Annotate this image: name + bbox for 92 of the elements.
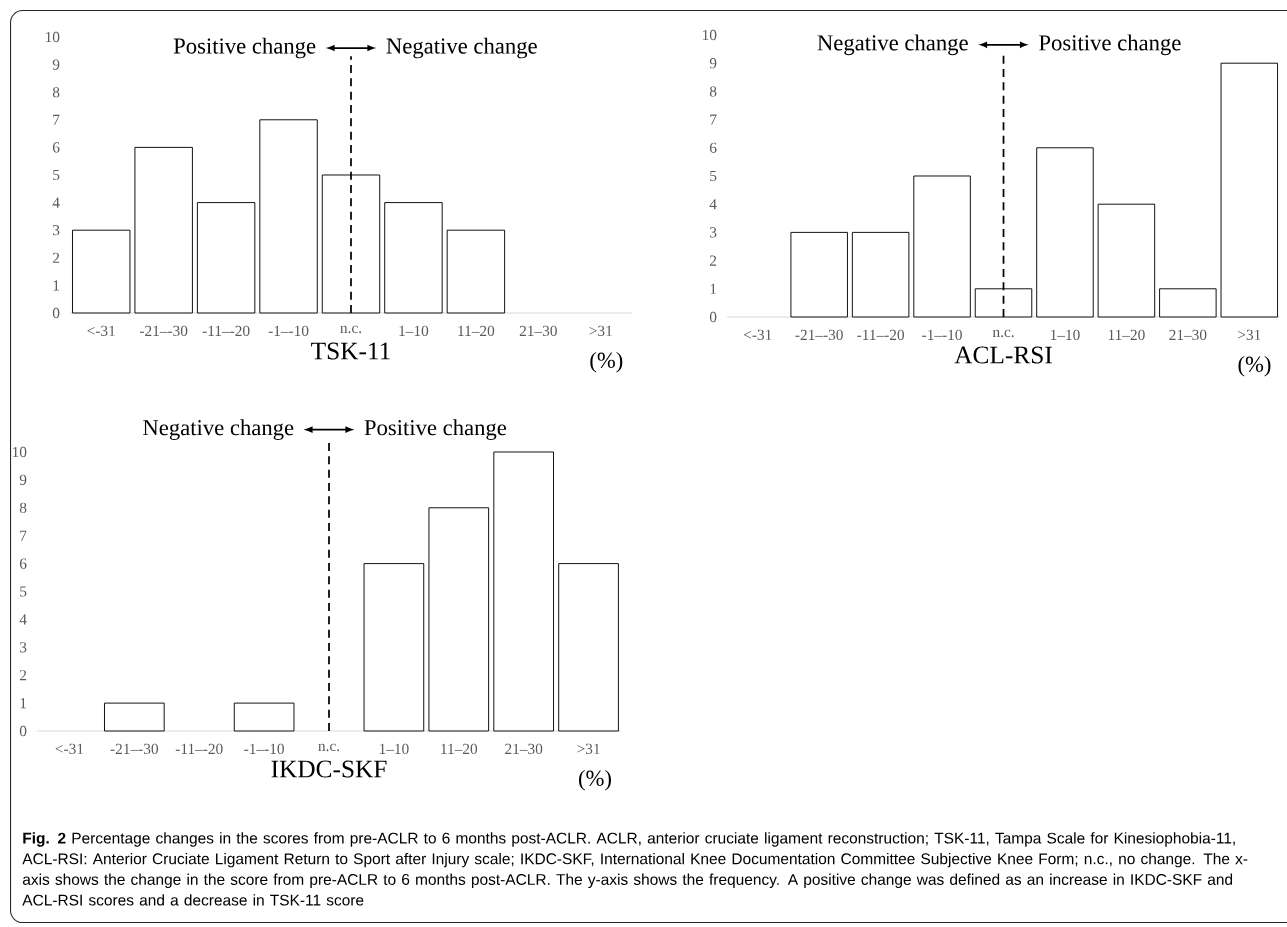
y-tick-label: 2 [52, 252, 60, 263]
x-tick-label: <-31 [55, 743, 84, 755]
bar [446, 229, 506, 314]
bar [134, 146, 193, 314]
y-tick-label: 5 [710, 170, 717, 182]
text: (%) [579, 769, 611, 791]
y-tick-label: 1 [710, 283, 717, 294]
x-axis-title: TSK-11 [311, 342, 390, 360]
bar [384, 202, 443, 314]
text: Negative change [143, 419, 294, 440]
x-tick-label: n.c. [318, 743, 340, 752]
y-tick-label: 7 [20, 530, 27, 541]
y-tick-label: 10 [12, 446, 27, 458]
x-tick-label: -1–-10 [922, 329, 962, 341]
y-tick-label: 7 [53, 114, 60, 125]
x-tick-label: n.c. [992, 329, 1014, 338]
bar [1036, 147, 1094, 318]
annotation: Negative change [817, 34, 968, 56]
x-tick-label: -1–-10 [244, 743, 284, 755]
y-tick-label: 8 [709, 86, 717, 97]
y-tick-label: 10 [702, 29, 717, 41]
y-tick-label: 5 [53, 169, 60, 181]
x-tick-label: -1–-10 [268, 325, 309, 337]
bar [104, 702, 165, 732]
x-tick-label: -21–-30 [110, 743, 159, 755]
y-tick-label: 7 [710, 114, 717, 125]
x-tick-label: 1–10 [379, 743, 409, 755]
x-tick-label: >31 [577, 743, 600, 755]
x-tick-label: 21–30 [505, 743, 543, 755]
y-tick-label: 6 [52, 142, 60, 153]
y-tick-label: 6 [19, 558, 27, 569]
y-tick-label: 2 [709, 255, 717, 266]
y-tick-label: 1 [20, 698, 27, 709]
y-tick-label: 5 [20, 586, 27, 597]
x-tick-label: -11–-20 [857, 329, 905, 341]
y-tick-label: 0 [709, 311, 717, 323]
x-tick-label: 21–30 [519, 325, 557, 337]
annotation: Negative change [386, 37, 537, 59]
x-tick-label: -21–-30 [795, 329, 843, 341]
x-axis-title: ACL-RSI [954, 346, 1052, 364]
bar [493, 451, 554, 732]
annotation: Positive change [1039, 34, 1181, 56]
x-tick-label: >31 [1238, 329, 1261, 340]
y-tick-label: 3 [53, 225, 60, 236]
bar [913, 175, 971, 318]
bar [196, 202, 256, 314]
y-tick-label: 9 [19, 474, 27, 486]
x-tick-label: 11–20 [458, 325, 495, 337]
y-tick-label: 0 [52, 307, 60, 319]
y-tick-label: 9 [52, 59, 60, 70]
y-tick-label: 4 [52, 197, 60, 208]
y-tick-label: 8 [52, 87, 60, 98]
x-tick-label: -11–-20 [175, 743, 223, 755]
x-tick-label: >31 [589, 325, 612, 336]
x-tick-label: 1–10 [1050, 329, 1080, 341]
annotation: Positive change [173, 37, 316, 59]
text: (%) [1238, 355, 1271, 377]
text: Fig. 2 Percentage changes in the scores from pre-ACLR to 6 months post-ACLR. ACLR, anterior cruciate ligament reconstruction; TSK-11, Tampa Scale for Kinesiophobia-11, ACL-RSI: Anterior Cruciate Ligament Return to Sport after Injury scale; IKDC-SKF, International Knee Documentation Committee Subjective Knee Form; n.c., no change. The x-axis shows the change in the score from pre-ACLR to 6 months post-ACLR. The y-axis shows the frequency. A positive change was defined as an increase in IKDC-SKF and ACL-RSI scores and a decrease in TSK-11 score [22, 832, 1248, 906]
bar [1220, 62, 1279, 318]
x-tick-label: 11–20 [441, 743, 478, 755]
y-tick-label: 4 [19, 614, 27, 625]
y-tick-label: 3 [710, 227, 717, 238]
y-tick-label: 10 [45, 31, 60, 43]
x-tick-label: <-31 [743, 329, 772, 340]
x-tick-label: -21–-30 [139, 325, 188, 337]
bar [428, 507, 490, 732]
bar [558, 563, 619, 732]
y-tick-label: 4 [709, 199, 717, 210]
bar [233, 702, 295, 732]
text: Positive change [364, 419, 507, 440]
bar [363, 563, 425, 732]
x-tick-label: -11–-20 [202, 325, 250, 337]
y-tick-label: 0 [19, 725, 27, 737]
bar [851, 231, 910, 318]
y-tick-label: 1 [53, 280, 60, 291]
x-axis-title: IKDC-SKF [271, 760, 387, 778]
x-tick-label: 11–20 [1108, 329, 1145, 341]
x-tick-label: 21–30 [1169, 329, 1207, 341]
y-tick-label: 2 [19, 670, 27, 681]
x-tick-label: n.c. [340, 325, 362, 334]
y-tick-label: 3 [20, 642, 27, 653]
x-tick-label: 1–10 [399, 325, 429, 337]
y-tick-label: 9 [709, 58, 717, 69]
y-tick-label: 8 [19, 502, 27, 513]
x-tick-label: <-31 [87, 325, 115, 336]
bar [1159, 288, 1217, 318]
bar [1097, 203, 1156, 318]
bar [790, 231, 848, 318]
text: (%) [590, 351, 623, 373]
y-tick-label: 6 [709, 142, 717, 153]
bar [259, 119, 318, 314]
bar [72, 229, 131, 314]
